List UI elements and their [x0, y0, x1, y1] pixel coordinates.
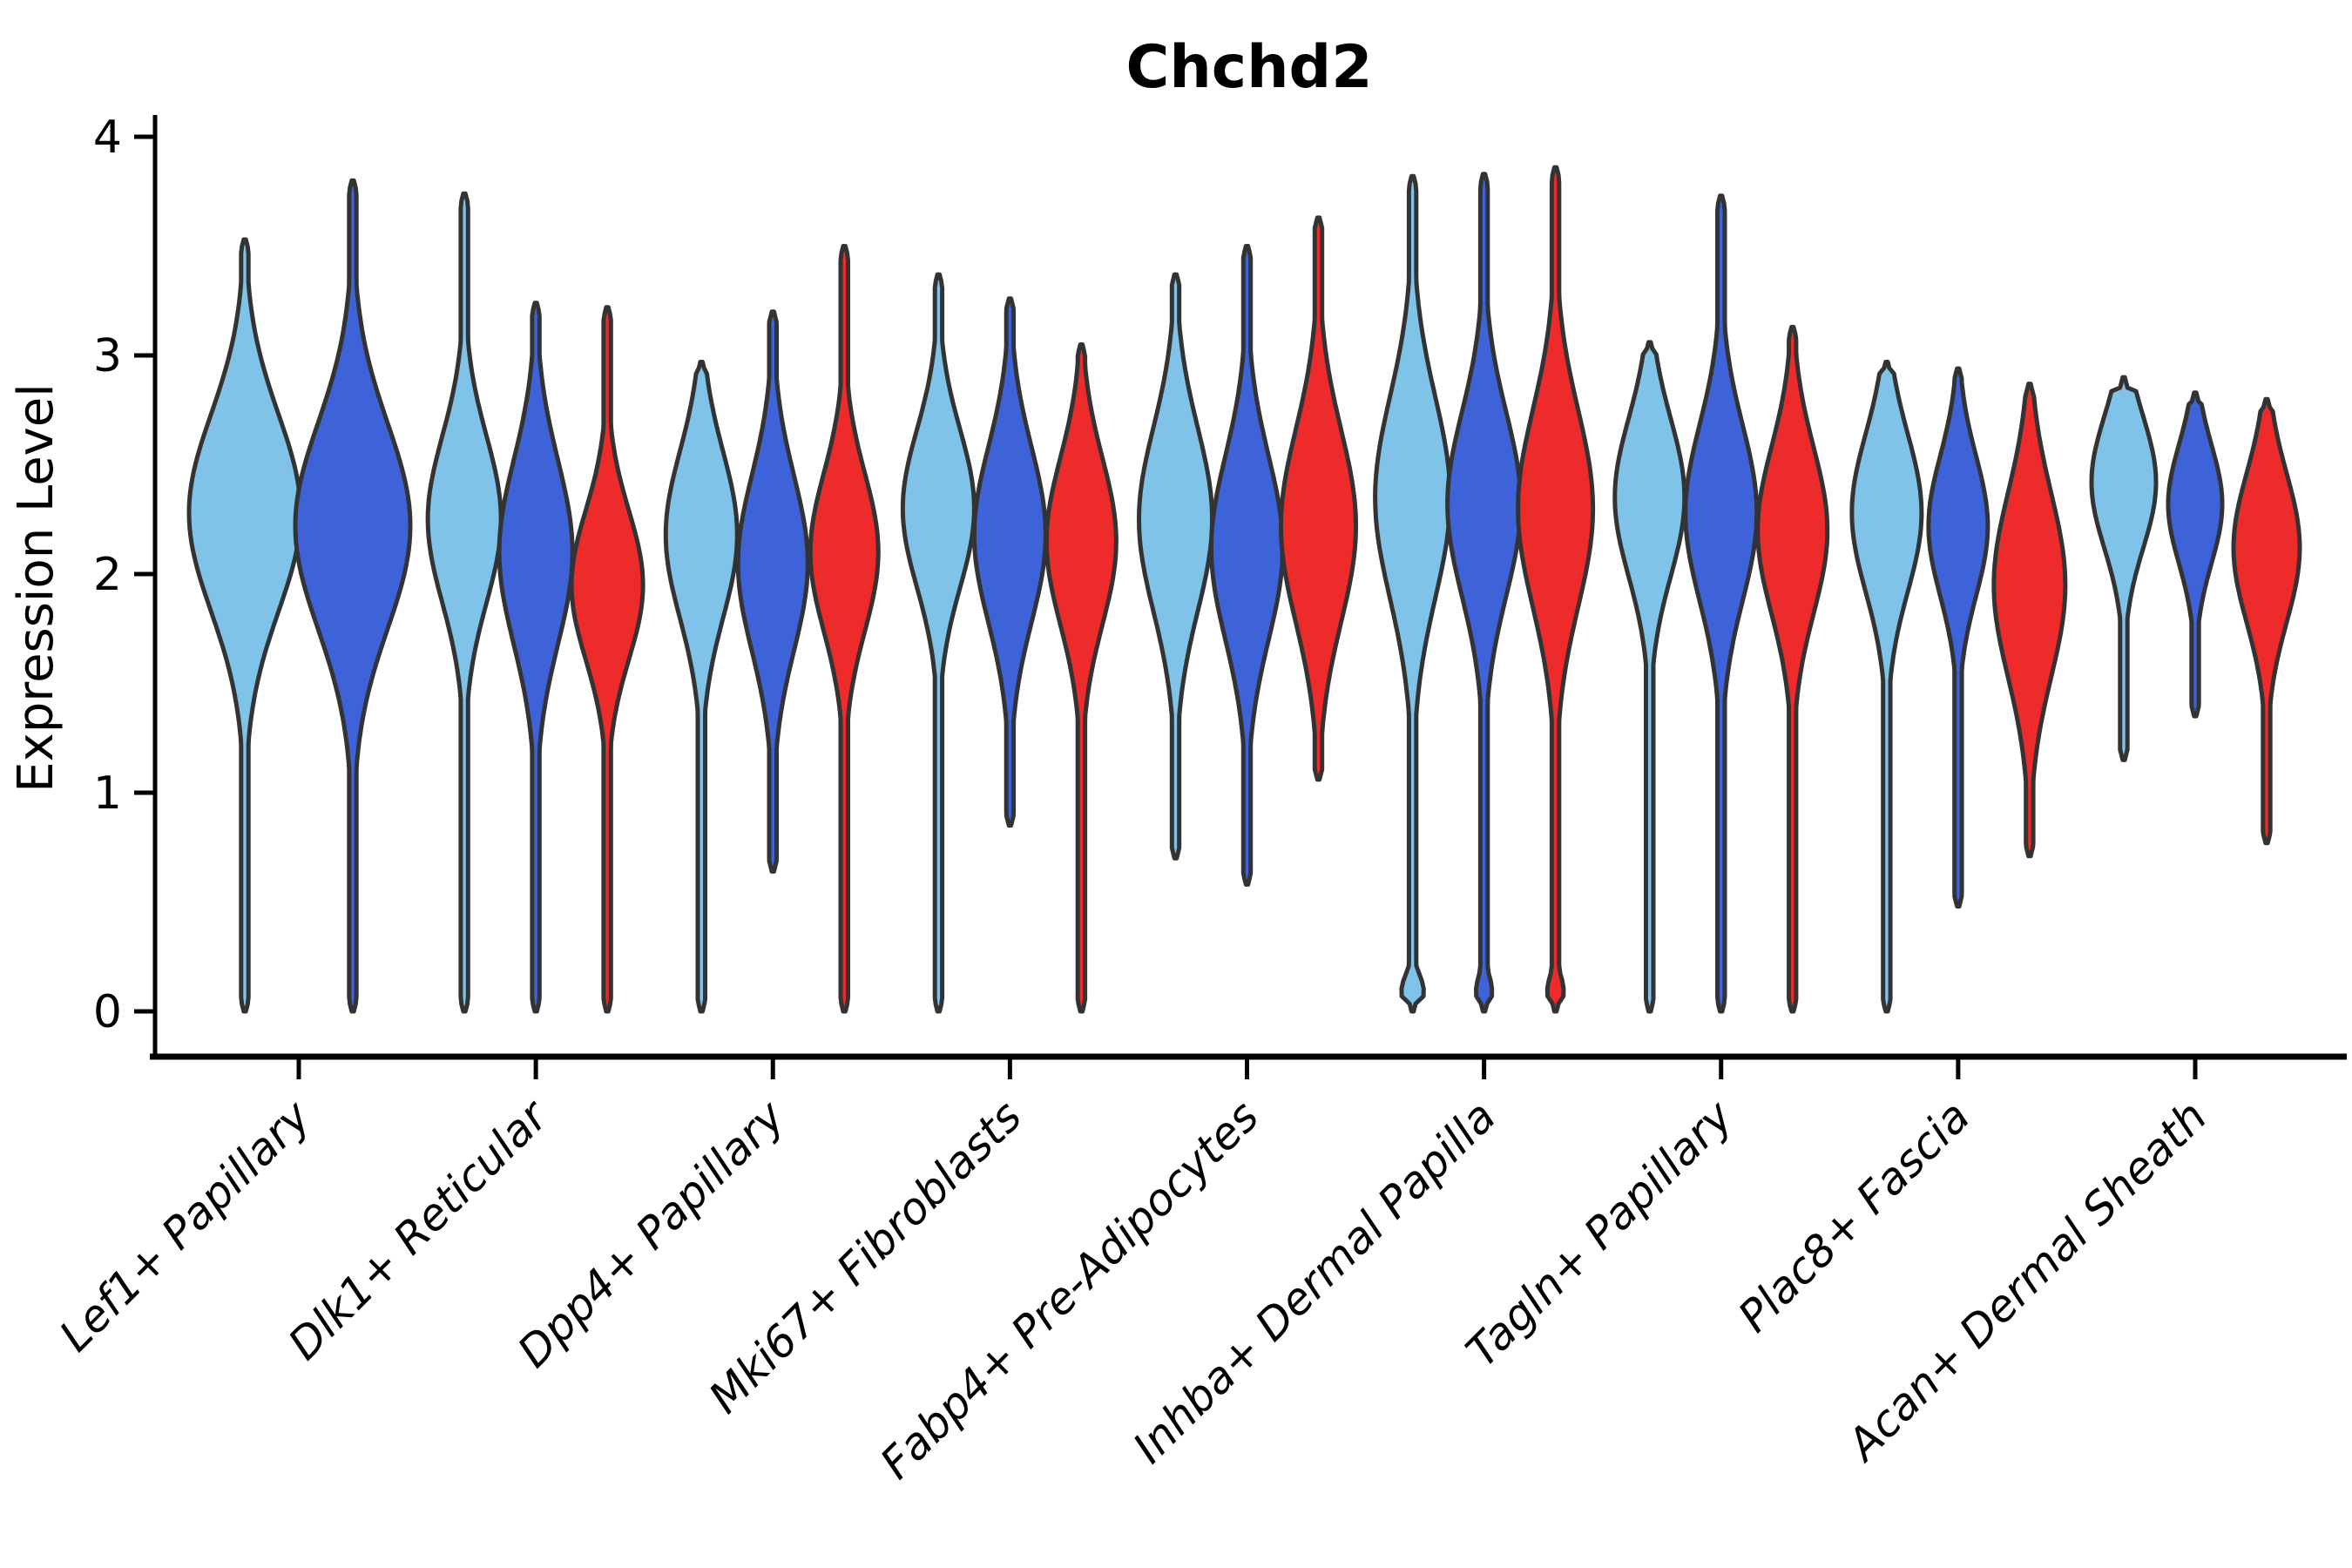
violin-inhba-dermal-papilla-red [1516, 165, 1596, 1014]
violin-dlk1-reticular-red [569, 305, 645, 1014]
violin-acan-dermal-sheath-light_blue [2089, 375, 2159, 762]
violin-layer [186, 165, 2302, 1014]
x-category-label: Lef1+ Papillary [50, 1090, 321, 1361]
y-axis-label: Expression Level [8, 383, 64, 793]
violin-plac8-fascia-red [1991, 382, 2068, 859]
x-category-label: Plac8+ Fascia [1728, 1091, 1979, 1342]
violin-plac8-fascia-light_blue [1849, 360, 1924, 1014]
violin-dlk1-reticular-light_blue [425, 191, 504, 1014]
violin-tagln-papillary-red [1755, 324, 1830, 1014]
violin-lef1-papillary-light_blue [186, 237, 303, 1014]
y-tick-label: 2 [93, 549, 122, 601]
x-category-label: Dlk1+ Reticular [279, 1089, 559, 1369]
violin-inhba-dermal-papilla-light_blue [1373, 173, 1453, 1014]
violin-tagln-papillary-blue [1683, 193, 1760, 1014]
violin-fabp4-pre-adipocytes-blue [1209, 244, 1285, 887]
x-category-label: Tagln+ Papillary [1456, 1090, 1743, 1376]
violin-acan-dermal-sheath-blue [2166, 390, 2225, 719]
violin-dpp4-papillary-light_blue [663, 360, 740, 1014]
violin-lef1-papillary-blue [293, 178, 413, 1014]
violin-mki67-fibroblasts-light_blue [900, 272, 977, 1014]
violin-mki67-fibroblasts-blue [971, 296, 1048, 828]
chart-title: Chchd2 [1125, 33, 1372, 102]
axes-layer [134, 115, 2347, 1079]
y-tick-label: 3 [93, 330, 122, 382]
y-tick-label: 1 [93, 767, 122, 820]
violin-mki67-fibroblasts-red [1044, 342, 1119, 1014]
y-tick-label: 4 [93, 112, 122, 164]
violin-plac8-fascia-blue [1926, 366, 1990, 909]
violin-acan-dermal-sheath-red [2231, 396, 2302, 846]
violin-dlk1-reticular-blue [497, 301, 575, 1014]
violin-dpp4-papillary-blue [735, 309, 810, 874]
violin-tagln-papillary-light_blue [1612, 340, 1687, 1014]
y-tick-label: 0 [93, 986, 122, 1038]
violin-fabp4-pre-adipocytes-light_blue [1137, 272, 1214, 861]
violin-inhba-dermal-papilla-blue [1445, 172, 1524, 1014]
violin-dpp4-papillary-red [808, 244, 881, 1014]
x-category-label: Fabp4+ Pre-Adipocytes [870, 1091, 1268, 1489]
violin-fabp4-pre-adipocytes-red [1279, 215, 1358, 782]
